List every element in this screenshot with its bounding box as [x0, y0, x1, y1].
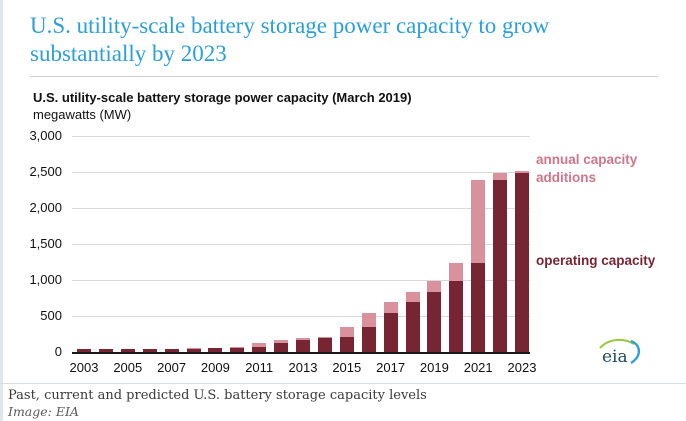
left-edge-strip [0, 0, 3, 421]
x-axis-label-2005: 2005 [113, 360, 143, 375]
x-axis-label-2013: 2013 [288, 360, 318, 375]
y-axis-label-500: 500 [40, 308, 62, 323]
bar-2008-additions [186, 348, 201, 350]
bar-2020-operating [449, 280, 464, 352]
eia-logo: eia [599, 338, 641, 367]
bar-2019-additions [427, 280, 442, 292]
x-axis-label-2009: 2009 [200, 360, 230, 375]
bar-2009-operating [208, 348, 223, 352]
bar-2017-operating [383, 313, 398, 352]
chart-units-label: megawatts (MW) [33, 107, 132, 122]
bar-2016-operating [361, 326, 376, 352]
gridline-1,000 [72, 280, 530, 281]
bar-2022-additions [493, 173, 508, 180]
bar-2021-operating [471, 262, 486, 352]
footer-credit: Image: EIA [8, 404, 79, 419]
bar-2010-additions [230, 346, 245, 349]
legend-additions-label: annual capacity additions [536, 152, 638, 185]
x-axis-label-2011: 2011 [245, 360, 274, 375]
y-axis-label-2,500: 2,500 [29, 164, 62, 179]
footer-caption: Past, current and predicted U.S. battery… [8, 388, 427, 403]
eia-logo-text: eia [602, 347, 628, 367]
bar-2019-operating [427, 291, 442, 352]
gridline-2,000 [72, 208, 530, 209]
x-axis-label-2021: 2021 [463, 360, 493, 375]
bar-2011-operating [252, 346, 267, 352]
gridline-1,500 [72, 244, 530, 245]
gridline-500 [72, 316, 530, 317]
x-axis-label-2023: 2023 [507, 360, 537, 375]
bar-2004-operating [98, 349, 113, 352]
x-axis-label-2007: 2007 [157, 360, 187, 375]
bar-2012-operating [274, 343, 289, 352]
bar-2013-additions [296, 337, 310, 341]
bar-2022-operating [493, 179, 508, 352]
eia-logo-green-arc [599, 338, 635, 349]
x-axis-label-2015: 2015 [332, 360, 362, 375]
bar-2018-operating [405, 301, 420, 352]
bar-2020-additions [449, 262, 464, 281]
bar-2012-additions [274, 340, 289, 344]
y-axis-label-1,000: 1,000 [29, 272, 62, 287]
gridline-3,000 [72, 136, 530, 137]
bar-2013-operating [296, 340, 310, 352]
gridline-2,500 [72, 172, 530, 173]
y-axis-label-2,000: 2,000 [29, 200, 62, 215]
bar-2023-additions [515, 170, 529, 174]
x-axis-label-2019: 2019 [419, 360, 449, 375]
bar-2018-additions [405, 291, 420, 302]
y-axis-label-0: 0 [54, 344, 62, 359]
bar-2015-operating [339, 336, 354, 352]
bar-2005-operating [120, 349, 135, 352]
bar-2008-operating [186, 349, 201, 352]
bar-2016-additions [361, 313, 376, 327]
x-axis-line [72, 352, 530, 354]
x-axis-label-2003: 2003 [69, 360, 99, 375]
bar-2015-additions [339, 326, 354, 337]
x-axis-label-2017: 2017 [376, 360, 406, 375]
bar-2017-additions [383, 301, 398, 314]
headline: U.S. utility-scale battery storage power… [30, 13, 550, 66]
bar-2006-operating [142, 349, 157, 352]
bar-2023-operating [515, 173, 529, 352]
bar-2014-additions [317, 336, 332, 338]
legend-operating-label: operating capacity [536, 253, 656, 268]
footer-divider [0, 383, 686, 384]
bar-2014-operating [317, 337, 332, 352]
eia-logo-blue-arc [630, 339, 641, 365]
chart-title: U.S. utility-scale battery storage power… [33, 90, 412, 105]
y-axis-label-3,000: 3,000 [29, 128, 62, 143]
bar-2007-operating [164, 349, 179, 352]
bar-2003-operating [77, 349, 91, 352]
headline-divider [30, 76, 658, 77]
bar-2010-operating [230, 348, 245, 352]
y-axis-label-1,500: 1,500 [29, 236, 62, 251]
bar-2011-additions [252, 343, 267, 347]
bar-2021-additions [471, 179, 486, 263]
